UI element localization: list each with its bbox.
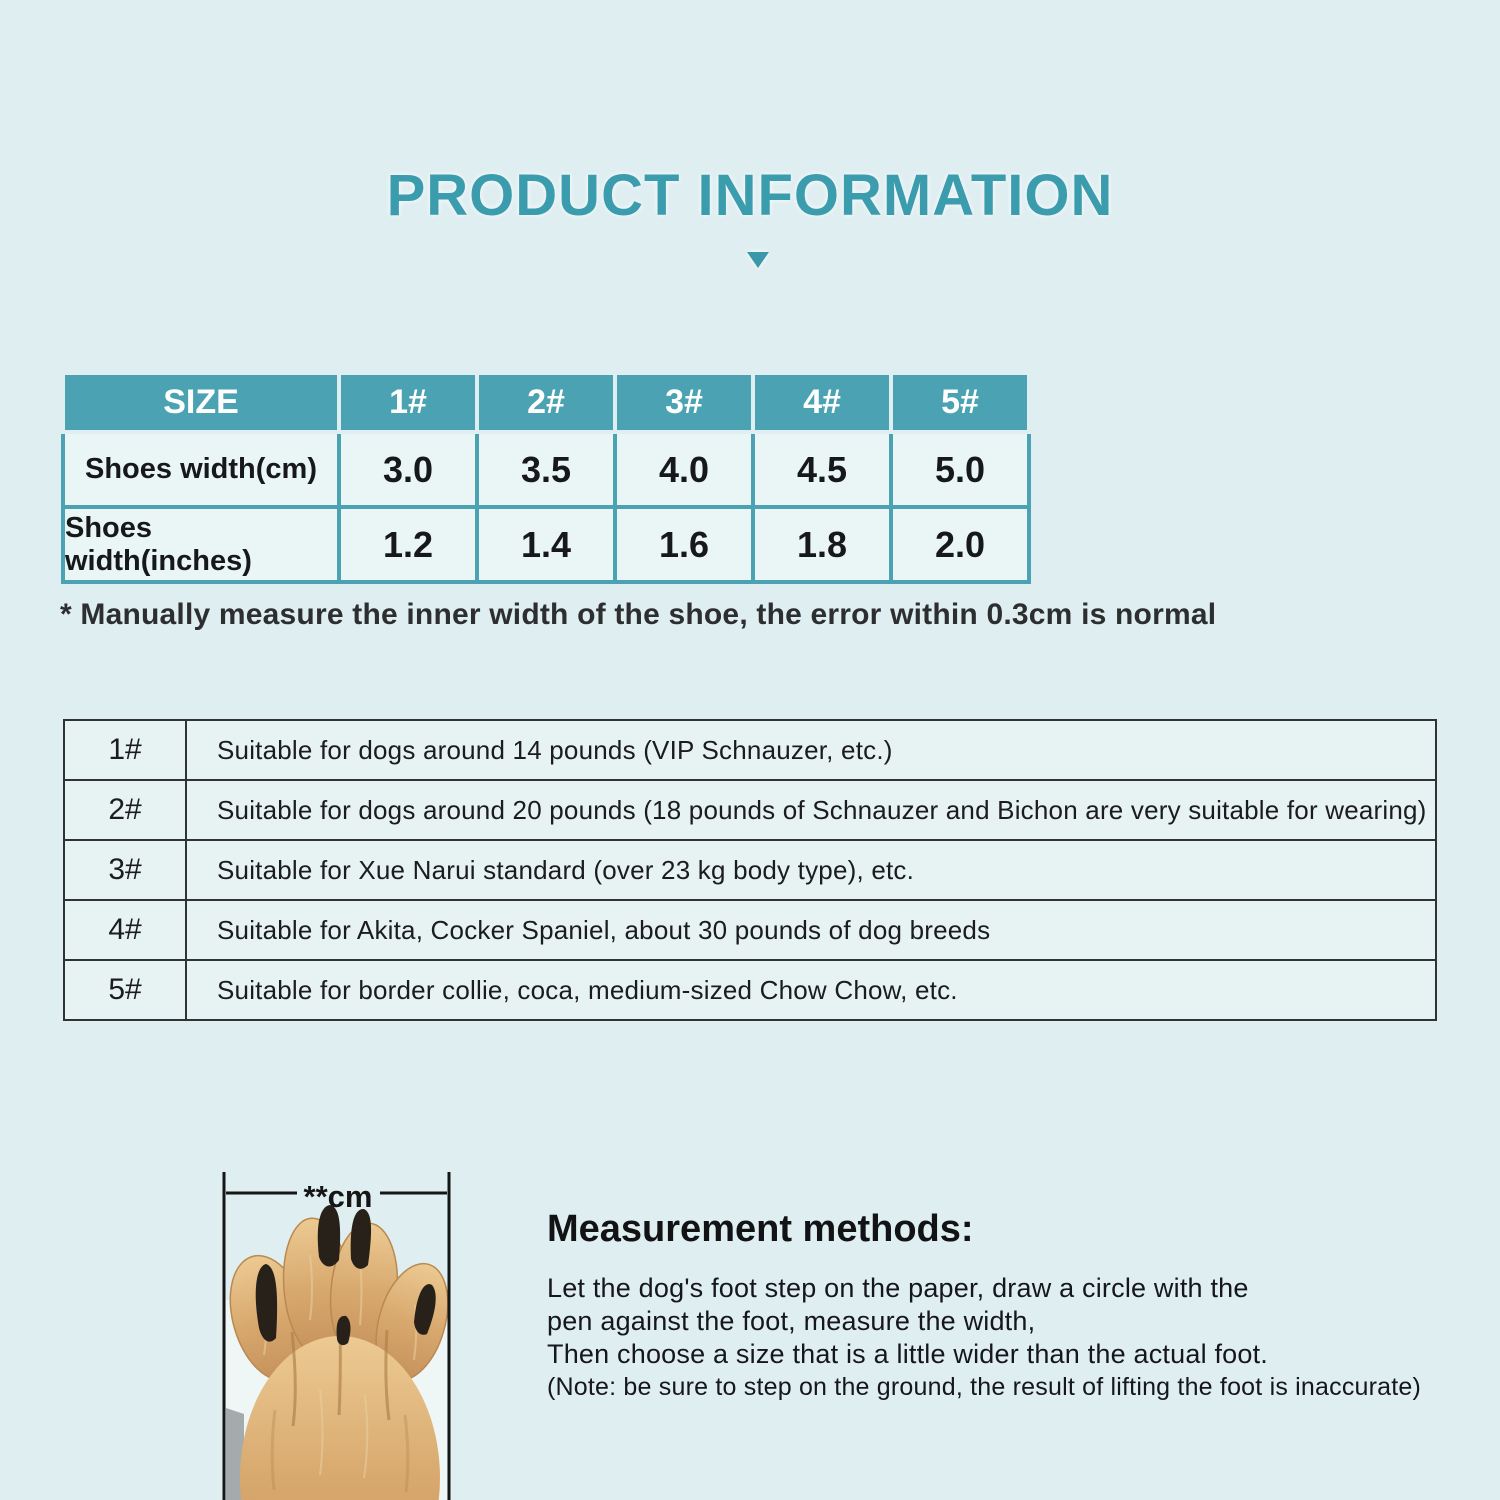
size-table-header-cell: 1#	[341, 375, 475, 430]
size-row-label: Shoes width(inches)	[65, 509, 337, 580]
page-title: PRODUCT INFORMATION	[386, 163, 1114, 228]
fit-size-label: 1#	[63, 719, 187, 781]
fit-size-label: 3#	[63, 839, 187, 901]
size-value-cell: 3.5	[479, 434, 613, 505]
size-value-cell: 3.0	[341, 434, 475, 505]
size-value-cell: 4.0	[617, 434, 751, 505]
paw-claws	[255, 1205, 436, 1346]
size-value-cell: 2.0	[893, 509, 1027, 580]
paw-palm	[240, 1336, 440, 1500]
measurement-note-line: (Note: be sure to step on the ground, th…	[547, 1373, 1422, 1401]
fit-table-row: 4# Suitable for Akita, Cocker Spaniel, a…	[63, 899, 1437, 961]
size-table-header-cell: SIZE	[65, 375, 337, 430]
size-value-cell: 4.5	[755, 434, 889, 505]
paw-photo: **cm	[222, 1172, 451, 1500]
fit-table-row: 5# Suitable for border collie, coca, med…	[63, 959, 1437, 1021]
measurement-line: Let the dog's foot step on the paper, dr…	[547, 1273, 1249, 1303]
measurement-diagram: **cm	[200, 1160, 470, 1500]
size-value-cell: 1.4	[479, 509, 613, 580]
measurement-instructions: Let the dog's foot step on the paper, dr…	[547, 1272, 1447, 1404]
measure-error-note: * Manually measure the inner width of th…	[60, 598, 1217, 631]
size-value-cell: 1.6	[617, 509, 751, 580]
size-table: SIZE 1# 2# 3# 4# 5# Shoes width(cm) 3.0 …	[61, 375, 1031, 584]
size-table-header-cell: 2#	[479, 375, 613, 430]
fit-table-row: 1# Suitable for dogs around 14 pounds (V…	[63, 719, 1437, 781]
size-value-cell: 1.8	[755, 509, 889, 580]
measurement-heading: Measurement methods:	[547, 1208, 974, 1250]
size-value-cell: 1.2	[341, 509, 475, 580]
measurement-line: pen against the foot, measure the width,	[547, 1306, 1036, 1336]
size-value-cell: 5.0	[893, 434, 1027, 505]
fit-table: 1# Suitable for dogs around 14 pounds (V…	[63, 719, 1437, 1021]
size-table-header-cell: 3#	[617, 375, 751, 430]
triangle-down-icon	[747, 252, 769, 268]
photo-shadow	[226, 1408, 244, 1500]
fit-table-row: 3# Suitable for Xue Narui standard (over…	[63, 839, 1437, 901]
fit-size-label: 4#	[63, 899, 187, 961]
size-table-header-cell: 5#	[893, 375, 1027, 430]
fit-description: Suitable for Xue Narui standard (over 23…	[185, 839, 1437, 901]
fit-size-label: 5#	[63, 959, 187, 1021]
fit-table-row: 2# Suitable for dogs around 20 pounds (1…	[63, 779, 1437, 841]
width-measure-lines	[222, 1172, 451, 1500]
size-table-header: SIZE 1# 2# 3# 4# 5#	[65, 375, 1027, 430]
fit-description: Suitable for Akita, Cocker Spaniel, abou…	[185, 899, 1437, 961]
size-table-body: Shoes width(cm) 3.0 3.5 4.0 4.5 5.0 Shoe…	[61, 434, 1031, 584]
width-label: **cm	[304, 1179, 373, 1214]
fit-description: Suitable for dogs around 20 pounds (18 p…	[185, 779, 1437, 841]
size-table-header-cell: 4#	[755, 375, 889, 430]
measurement-line: Then choose a size that is a little wide…	[547, 1339, 1269, 1369]
fit-description: Suitable for dogs around 14 pounds (VIP …	[185, 719, 1437, 781]
fit-description: Suitable for border collie, coca, medium…	[185, 959, 1437, 1021]
fit-size-label: 2#	[63, 779, 187, 841]
size-row-label: Shoes width(cm)	[65, 434, 337, 505]
